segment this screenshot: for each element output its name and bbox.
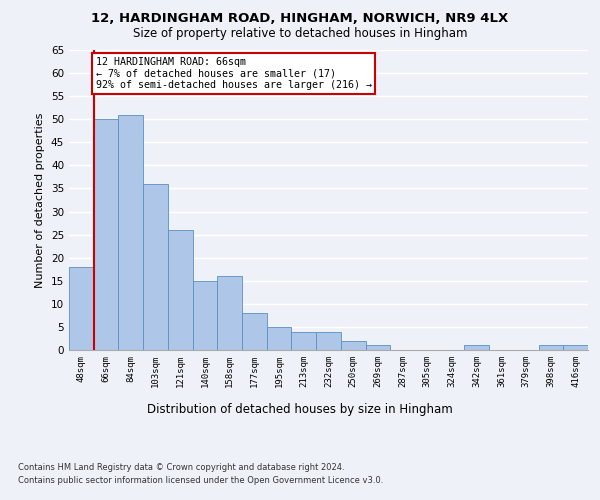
Bar <box>267 327 292 350</box>
Bar <box>217 276 242 350</box>
Bar <box>563 346 588 350</box>
Bar <box>118 114 143 350</box>
Bar <box>69 267 94 350</box>
Bar <box>316 332 341 350</box>
Bar <box>242 313 267 350</box>
Bar <box>193 281 217 350</box>
Text: 12, HARDINGHAM ROAD, HINGHAM, NORWICH, NR9 4LX: 12, HARDINGHAM ROAD, HINGHAM, NORWICH, N… <box>91 12 509 26</box>
Bar <box>94 119 118 350</box>
Bar <box>464 346 489 350</box>
Bar <box>365 346 390 350</box>
Text: Distribution of detached houses by size in Hingham: Distribution of detached houses by size … <box>147 402 453 415</box>
Y-axis label: Number of detached properties: Number of detached properties <box>35 112 46 288</box>
Bar <box>341 341 365 350</box>
Bar <box>292 332 316 350</box>
Bar <box>168 230 193 350</box>
Text: 12 HARDINGHAM ROAD: 66sqm
← 7% of detached houses are smaller (17)
92% of semi-d: 12 HARDINGHAM ROAD: 66sqm ← 7% of detach… <box>95 57 371 90</box>
Text: Size of property relative to detached houses in Hingham: Size of property relative to detached ho… <box>133 28 467 40</box>
Text: Contains public sector information licensed under the Open Government Licence v3: Contains public sector information licen… <box>18 476 383 485</box>
Text: Contains HM Land Registry data © Crown copyright and database right 2024.: Contains HM Land Registry data © Crown c… <box>18 462 344 471</box>
Bar <box>539 346 563 350</box>
Bar <box>143 184 168 350</box>
